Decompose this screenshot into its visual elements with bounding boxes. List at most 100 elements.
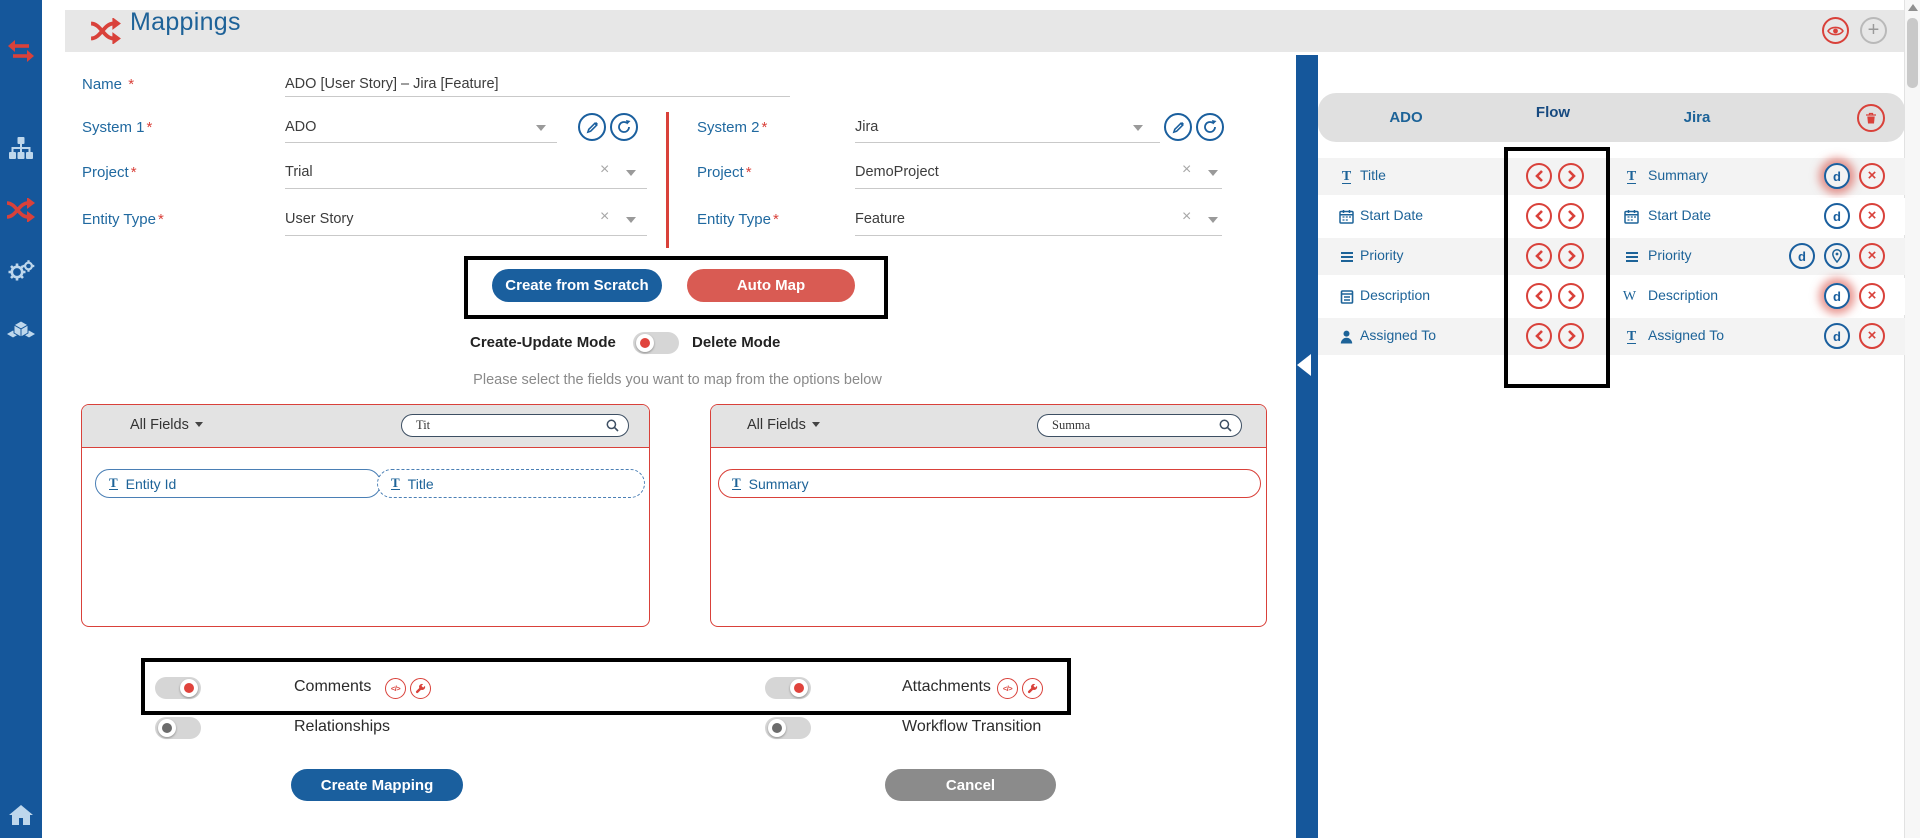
home-icon[interactable] bbox=[0, 800, 42, 830]
project1-select[interactable]: Trial bbox=[285, 164, 313, 180]
comments-wrench-icon[interactable] bbox=[410, 678, 431, 699]
mode-toggle[interactable] bbox=[633, 332, 679, 354]
edit-system1-icon[interactable] bbox=[578, 113, 606, 141]
flow-right-icon[interactable] bbox=[1558, 323, 1584, 349]
panel-divider bbox=[1296, 55, 1318, 838]
search-icon bbox=[1219, 419, 1232, 432]
clear-icon[interactable]: × bbox=[1182, 208, 1192, 225]
value-mapping-pin-icon[interactable] bbox=[1824, 243, 1850, 269]
remove-mapping-icon[interactable]: × bbox=[1859, 243, 1885, 269]
text-field-icon: T bbox=[1626, 168, 1637, 184]
chevron-down-icon[interactable] bbox=[536, 125, 546, 131]
modules-icon[interactable] bbox=[0, 318, 42, 348]
flow-left-icon[interactable] bbox=[1526, 203, 1552, 229]
list-icon bbox=[1338, 248, 1355, 265]
source-search[interactable] bbox=[401, 414, 629, 437]
field-chip-entity-id[interactable]: T Entity Id bbox=[95, 469, 381, 498]
calendar-icon bbox=[1623, 208, 1640, 225]
target-field-filter[interactable]: All Fields bbox=[747, 417, 820, 433]
field-chip-summary[interactable]: T Summary bbox=[718, 469, 1261, 498]
chevron-down-icon[interactable] bbox=[1208, 217, 1218, 223]
chevron-down-icon[interactable] bbox=[1208, 170, 1218, 176]
remove-mapping-icon[interactable]: × bbox=[1859, 203, 1885, 229]
refresh-system2-icon[interactable] bbox=[1196, 113, 1224, 141]
system1-select[interactable]: ADO bbox=[285, 119, 317, 135]
ado-field-label: Start Date bbox=[1360, 207, 1424, 223]
search-icon bbox=[606, 419, 619, 432]
delete-all-mappings-icon[interactable] bbox=[1857, 104, 1885, 132]
scroll-up-arrow[interactable] bbox=[1908, 4, 1918, 11]
scroll-thumb[interactable] bbox=[1907, 18, 1918, 88]
project2-select[interactable]: DemoProject bbox=[855, 164, 939, 180]
clear-icon[interactable]: × bbox=[600, 208, 610, 225]
comments-toggle[interactable] bbox=[155, 677, 201, 699]
refresh-system1-icon[interactable] bbox=[610, 113, 638, 141]
relationships-toggle[interactable] bbox=[155, 717, 201, 739]
name-field[interactable]: ADO [User Story] – Jira [Feature] bbox=[285, 76, 499, 92]
flow-left-icon[interactable] bbox=[1526, 163, 1552, 189]
flow-right-icon[interactable] bbox=[1558, 163, 1584, 189]
system2-select[interactable]: Jira bbox=[855, 119, 879, 135]
entitytype2-underline bbox=[855, 235, 1222, 236]
target-search[interactable] bbox=[1037, 414, 1242, 437]
project2-label: Project * bbox=[697, 164, 752, 181]
advanced-mapping-icon[interactable]: d bbox=[1789, 243, 1815, 269]
advanced-mapping-icon[interactable]: d bbox=[1824, 163, 1850, 189]
mapping-row: Description W Description d × bbox=[1318, 278, 1905, 315]
comments-code-icon[interactable]: </> bbox=[385, 678, 406, 699]
system1-label: System 1 * bbox=[82, 119, 153, 136]
create-mapping-button[interactable]: Create Mapping bbox=[291, 769, 463, 801]
workflow-transition-toggle[interactable] bbox=[765, 717, 811, 739]
plus-icon[interactable]: + bbox=[1860, 17, 1887, 44]
collapse-panel-icon[interactable] bbox=[1297, 354, 1311, 376]
target-search-input[interactable] bbox=[1050, 417, 1207, 434]
remove-mapping-icon[interactable]: × bbox=[1859, 163, 1885, 189]
relationships-label: Relationships bbox=[294, 718, 391, 735]
jira-field-label: Summary bbox=[1648, 167, 1708, 183]
entitytype2-select[interactable]: Feature bbox=[855, 211, 905, 227]
hierarchy-icon[interactable] bbox=[0, 134, 42, 164]
attachments-wrench-icon[interactable] bbox=[1022, 678, 1043, 699]
page-scrollbar[interactable] bbox=[1904, 0, 1920, 838]
flow-right-icon[interactable] bbox=[1558, 243, 1584, 269]
clear-icon[interactable]: × bbox=[600, 161, 610, 178]
source-field-filter[interactable]: All Fields bbox=[130, 417, 203, 433]
shuffle-icon-active[interactable] bbox=[0, 195, 42, 225]
calendar-icon bbox=[1338, 208, 1355, 225]
chevron-down-icon bbox=[811, 422, 820, 427]
chevron-down-icon[interactable] bbox=[1133, 125, 1143, 131]
auto-map-button[interactable]: Auto Map bbox=[687, 269, 855, 302]
entitytype1-select[interactable]: User Story bbox=[285, 211, 354, 227]
flow-left-icon[interactable] bbox=[1526, 283, 1552, 309]
advanced-mapping-icon[interactable]: d bbox=[1824, 323, 1850, 349]
flow-left-icon[interactable] bbox=[1526, 323, 1552, 349]
eye-icon[interactable] bbox=[1822, 17, 1849, 44]
source-search-input[interactable] bbox=[414, 417, 588, 434]
attachments-toggle[interactable] bbox=[765, 677, 811, 699]
field-chip-title[interactable]: T Title bbox=[377, 469, 645, 498]
advanced-mapping-icon[interactable]: d bbox=[1824, 203, 1850, 229]
cancel-button[interactable]: Cancel bbox=[885, 769, 1056, 801]
chevron-down-icon[interactable] bbox=[626, 217, 636, 223]
remove-mapping-icon[interactable]: × bbox=[1859, 323, 1885, 349]
remove-mapping-icon[interactable]: × bbox=[1859, 283, 1885, 309]
edit-system2-icon[interactable] bbox=[1164, 113, 1192, 141]
list-icon bbox=[1623, 248, 1640, 265]
attachments-code-icon[interactable]: </> bbox=[997, 678, 1018, 699]
create-from-scratch-button[interactable]: Create from Scratch bbox=[492, 269, 662, 302]
system2-label: System 2 * bbox=[697, 119, 768, 136]
sync-icon[interactable] bbox=[0, 36, 42, 66]
text-field-icon: T bbox=[1341, 168, 1352, 184]
delete-mode-label: Delete Mode bbox=[692, 334, 781, 351]
column-header-ado: ADO bbox=[1389, 109, 1423, 126]
chevron-down-icon[interactable] bbox=[626, 170, 636, 176]
gears-icon[interactable] bbox=[0, 257, 42, 287]
flow-left-icon[interactable] bbox=[1526, 243, 1552, 269]
flow-right-icon[interactable] bbox=[1558, 203, 1584, 229]
advanced-mapping-icon[interactable]: d bbox=[1824, 283, 1850, 309]
flow-right-icon[interactable] bbox=[1558, 283, 1584, 309]
project1-underline bbox=[285, 188, 647, 189]
page-header bbox=[65, 10, 1905, 52]
clear-icon[interactable]: × bbox=[1182, 161, 1192, 178]
